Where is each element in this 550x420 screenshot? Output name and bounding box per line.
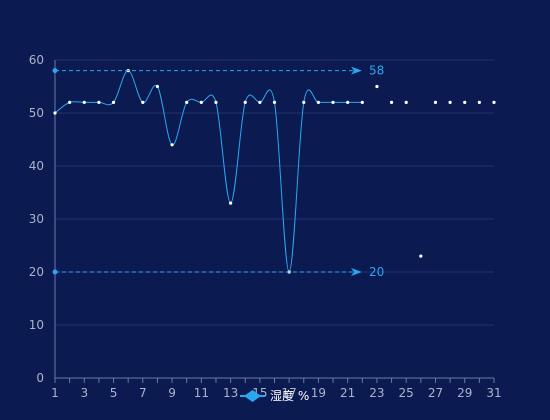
y-tick-label-50: 50 <box>29 106 44 120</box>
markline-max-label: 58 <box>369 64 384 78</box>
data-point-24[interactable] <box>389 100 394 104</box>
data-point-29[interactable] <box>463 100 467 104</box>
data-point-30[interactable] <box>477 100 481 104</box>
data-point-3[interactable] <box>82 100 86 104</box>
y-tick-label-40: 40 <box>29 159 44 173</box>
x-tick-label-1: 1 <box>51 386 59 400</box>
markline-max-arrow <box>351 66 362 75</box>
data-point-25[interactable] <box>404 100 408 104</box>
data-point-27[interactable] <box>433 100 438 104</box>
x-tick-label-29: 29 <box>457 386 472 400</box>
data-point-13[interactable] <box>229 201 233 205</box>
markline-min-label: 20 <box>369 265 384 279</box>
y-tick-label-30: 30 <box>29 212 44 226</box>
data-point-20[interactable] <box>331 100 335 104</box>
data-point-12[interactable] <box>214 100 218 104</box>
markline-layer: 58 20 <box>52 64 384 279</box>
data-point-16[interactable] <box>272 100 277 104</box>
data-point-7[interactable] <box>141 100 145 104</box>
x-tick-label-3: 3 <box>80 386 88 400</box>
data-point-11[interactable] <box>199 100 203 104</box>
x-tick-label-19: 19 <box>311 386 326 400</box>
y-tick-label-60: 60 <box>29 53 44 67</box>
x-tick-label-5: 5 <box>110 386 118 400</box>
data-point-8[interactable] <box>155 84 160 89</box>
x-tick-label-21: 21 <box>340 386 355 400</box>
data-point-19[interactable] <box>316 100 320 104</box>
data-point-10[interactable] <box>185 100 189 104</box>
x-tick-label-9: 9 <box>168 386 176 400</box>
x-tick-label-25: 25 <box>399 386 414 400</box>
data-point-31[interactable] <box>492 100 496 104</box>
data-point-1[interactable] <box>53 111 57 115</box>
y-tick-label-10: 10 <box>29 318 44 332</box>
legend-label: 湿度 % <box>270 388 309 403</box>
x-tick-label-11: 11 <box>194 386 209 400</box>
x-tick-label-31: 31 <box>486 386 501 400</box>
legend[interactable]: 湿度 % <box>240 388 309 403</box>
series-line-0 <box>54 70 363 273</box>
data-point-23[interactable] <box>375 84 379 89</box>
data-point-9[interactable] <box>170 143 174 147</box>
data-point-5[interactable] <box>111 100 116 104</box>
data-point-2[interactable] <box>68 100 72 104</box>
y-tick-label-20: 20 <box>29 265 44 279</box>
x-tick-label-27: 27 <box>428 386 443 400</box>
markline-min-arrow <box>351 268 362 276</box>
data-point-18[interactable] <box>302 100 306 104</box>
data-point-15[interactable] <box>258 100 262 104</box>
x-tick-label-17: 17 <box>281 386 296 400</box>
series-layer <box>53 69 496 274</box>
legend-diamond-icon <box>244 390 261 402</box>
x-tick-label-7: 7 <box>139 386 147 400</box>
data-point-28[interactable] <box>448 100 452 104</box>
y-tick-label-0: 0 <box>36 371 44 385</box>
data-point-22[interactable] <box>360 100 364 104</box>
data-point-26[interactable] <box>419 254 423 258</box>
x-tick-label-13: 13 <box>223 386 238 400</box>
x-tick-label-23: 23 <box>369 386 384 400</box>
data-point-14[interactable] <box>243 100 247 104</box>
data-point-4[interactable] <box>97 100 101 104</box>
data-point-21[interactable] <box>346 100 350 104</box>
